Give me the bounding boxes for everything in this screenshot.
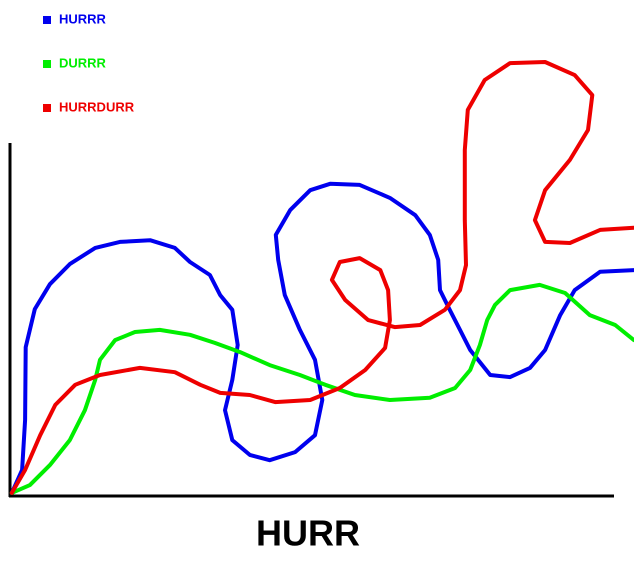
legend-label: HURRDURR bbox=[59, 99, 135, 114]
legend-swatch bbox=[43, 60, 51, 68]
legend-label: DURRR bbox=[59, 55, 107, 70]
x-axis-label: HURR bbox=[256, 513, 360, 554]
data-line bbox=[9, 181, 634, 495]
data-line bbox=[9, 60, 634, 495]
legend-swatch bbox=[43, 16, 51, 24]
legend-label: HURRR bbox=[59, 11, 107, 26]
legend-swatch bbox=[43, 104, 51, 112]
data-line bbox=[9, 282, 634, 495]
